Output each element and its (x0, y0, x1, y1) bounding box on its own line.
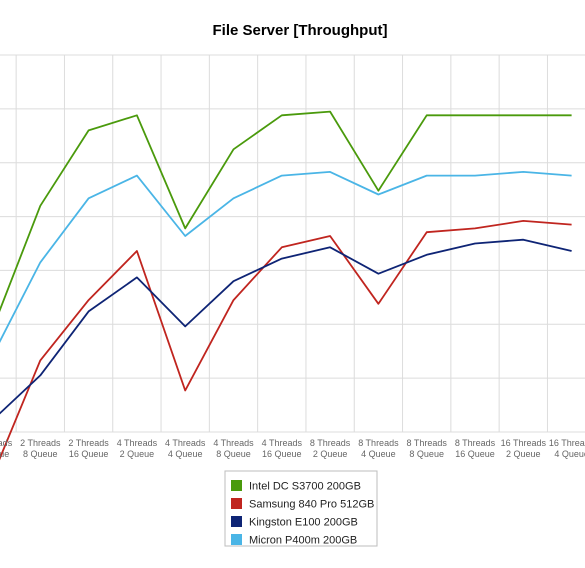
x-tick-label: 4 Threads (165, 438, 206, 448)
x-tick-label: 2 Queue (313, 449, 348, 459)
series-lines (0, 110, 572, 461)
x-tick-label: 8 Queue (409, 449, 444, 459)
chart-title: File Server [Throughput] (212, 22, 387, 39)
legend: Intel DC S3700 200GB Samsung 840 Pro 512G… (224, 470, 378, 547)
legend-entry: Kingston E100 200GB (249, 517, 358, 529)
x-tick-label: 2 Queue (120, 449, 155, 459)
x-tick-label: 4 Threads (262, 438, 303, 448)
x-tick-label: 4 Threads (117, 438, 158, 448)
series-line-1 (0, 219, 572, 461)
gridlines (0, 54, 585, 433)
x-tick-label: 2 Threads (68, 438, 109, 448)
x-tick-label: 8 Threads (310, 438, 351, 448)
legend-entry: Samsung 840 Pro 512GB (249, 499, 374, 511)
legend-entry: Micron P400m 200GB (249, 535, 357, 547)
x-tick-label: 16 Queue (455, 449, 495, 459)
x-tick-label: 4 Queue (0, 449, 9, 459)
x-tick-label: 4 Queue (168, 449, 203, 459)
legend-swatch (231, 534, 242, 545)
x-tick-label: 8 Threads (358, 438, 399, 448)
x-tick-label: 8 Threads (407, 438, 448, 448)
x-tick-label: 4 Queue (361, 449, 396, 459)
series-line-3 (0, 170, 572, 343)
x-tick-label: 1 Threads (0, 438, 13, 448)
x-tick-label: 8 Threads (455, 438, 496, 448)
x-tick-label: 4 Queue (554, 449, 585, 459)
series-line-0 (0, 110, 572, 313)
x-tick-label: 16 Threads (549, 438, 585, 448)
legend-swatch (231, 498, 242, 509)
series-line-2 (0, 238, 572, 415)
legend-swatch (231, 516, 242, 527)
x-tick-label: 4 Threads (213, 438, 254, 448)
legend-entry: Intel DC S3700 200GB (249, 481, 361, 493)
x-tick-label: 2 Threads (20, 438, 61, 448)
x-tick-label: 8 Queue (23, 449, 58, 459)
legend-swatch (231, 480, 242, 491)
x-tick-label: 16 Queue (69, 449, 109, 459)
x-tick-label: 16 Threads (501, 438, 547, 448)
legend-box (224, 470, 378, 547)
x-tick-label: 16 Queue (262, 449, 302, 459)
x-tick-label: 2 Queue (506, 449, 541, 459)
x-tick-label: 8 Queue (216, 449, 251, 459)
